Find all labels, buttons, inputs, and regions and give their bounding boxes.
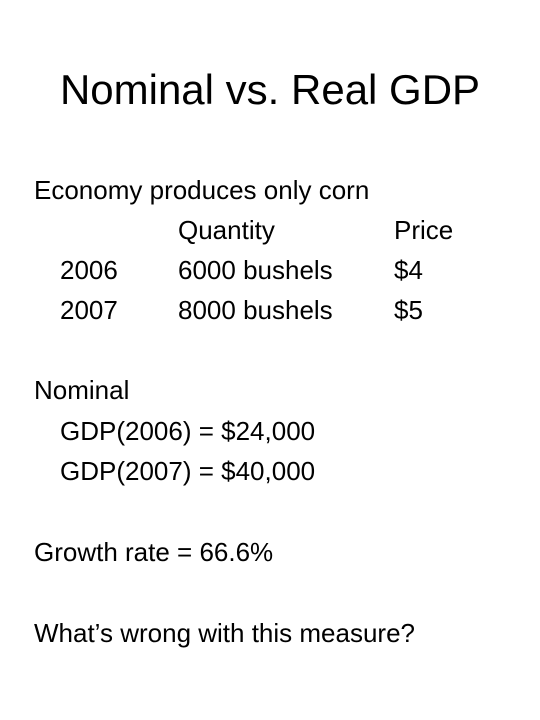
question-text: What’s wrong with this measure?	[34, 618, 416, 648]
nominal-label: Nominal	[34, 375, 130, 405]
table-row-quantity: 8000 bushels	[178, 295, 333, 325]
nominal-gdp-2007: GDP(2007) = $40,000	[60, 456, 316, 486]
table-row-price: $4	[394, 255, 423, 285]
quantity-header: Quantity	[178, 215, 275, 245]
table-row-year: 2006	[60, 255, 118, 285]
nominal-gdp-2006: GDP(2006) = $24,000	[60, 416, 316, 446]
slide-title: Nominal vs. Real GDP	[59, 66, 481, 113]
growth-rate: Growth rate = 66.6%	[34, 537, 274, 567]
table-row-price: $5	[394, 295, 423, 325]
table-row-quantity: 6000 bushels	[178, 255, 333, 285]
intro-text: Economy produces only corn	[34, 175, 370, 205]
table-row-year: 2007	[60, 295, 118, 325]
price-header: Price	[394, 215, 454, 245]
